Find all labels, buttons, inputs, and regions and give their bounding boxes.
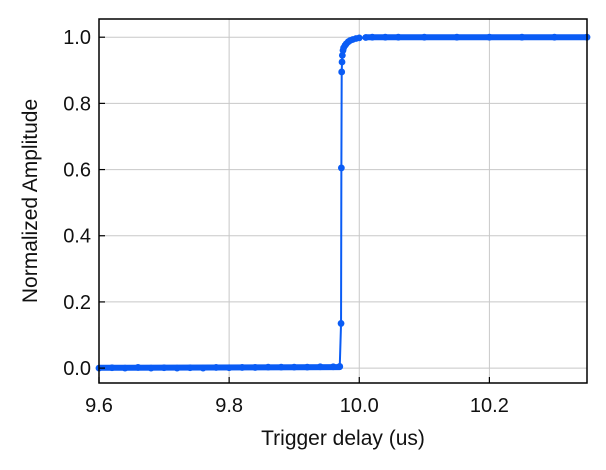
data-point	[147, 364, 155, 372]
data-point	[316, 363, 324, 371]
data-point	[551, 33, 558, 41]
ticks: 9.6 9.8 10.0 10.2 0.0 0.2 0.4 0.6 0.8 1.0	[63, 27, 509, 417]
data-point	[290, 363, 298, 371]
data-point	[225, 364, 233, 372]
x-tick-label: 10.2	[470, 395, 509, 417]
data-point	[394, 33, 402, 41]
data-point	[362, 34, 370, 41]
series-amplitude	[95, 33, 591, 372]
data-point	[160, 364, 168, 372]
data-point	[453, 33, 461, 41]
series-line	[98, 36, 587, 370]
x-axis-label: Trigger delay (us)	[261, 427, 425, 450]
data-point	[108, 364, 116, 372]
data-point	[518, 33, 526, 41]
data-point	[381, 33, 389, 41]
data-point	[337, 320, 345, 327]
data-point	[277, 363, 285, 371]
data-point	[420, 33, 428, 41]
data-point	[338, 68, 346, 76]
data-point	[186, 364, 194, 372]
data-point	[355, 34, 363, 42]
data-point	[336, 363, 344, 370]
y-tick-label: 0.8	[63, 93, 91, 115]
data-point	[212, 364, 220, 371]
data-point	[303, 363, 311, 371]
x-tick-label: 9.6	[85, 395, 113, 417]
data-point	[338, 52, 346, 59]
y-tick-label: 0.4	[63, 226, 91, 248]
data-point	[329, 363, 337, 371]
data-point	[264, 363, 272, 371]
y-tick-label: 0.2	[63, 292, 91, 314]
data-point	[173, 364, 181, 372]
data-point	[338, 58, 346, 66]
data-point	[337, 164, 345, 172]
data-point	[486, 33, 493, 41]
data-point	[238, 364, 246, 371]
data-point	[251, 364, 259, 371]
y-tick-label: 0.6	[63, 160, 91, 182]
data-point	[368, 33, 376, 41]
x-tick-label: 9.8	[215, 395, 243, 417]
plot-frame	[98, 18, 588, 384]
y-tick-label: 1.0	[63, 27, 91, 49]
data-point	[121, 364, 129, 372]
y-tick-label: 0.0	[63, 358, 91, 380]
y-axis-label: Normalized Amplitude	[19, 99, 42, 303]
data-point	[199, 364, 207, 372]
x-tick-label: 10.0	[340, 395, 379, 417]
data-point	[134, 364, 142, 371]
